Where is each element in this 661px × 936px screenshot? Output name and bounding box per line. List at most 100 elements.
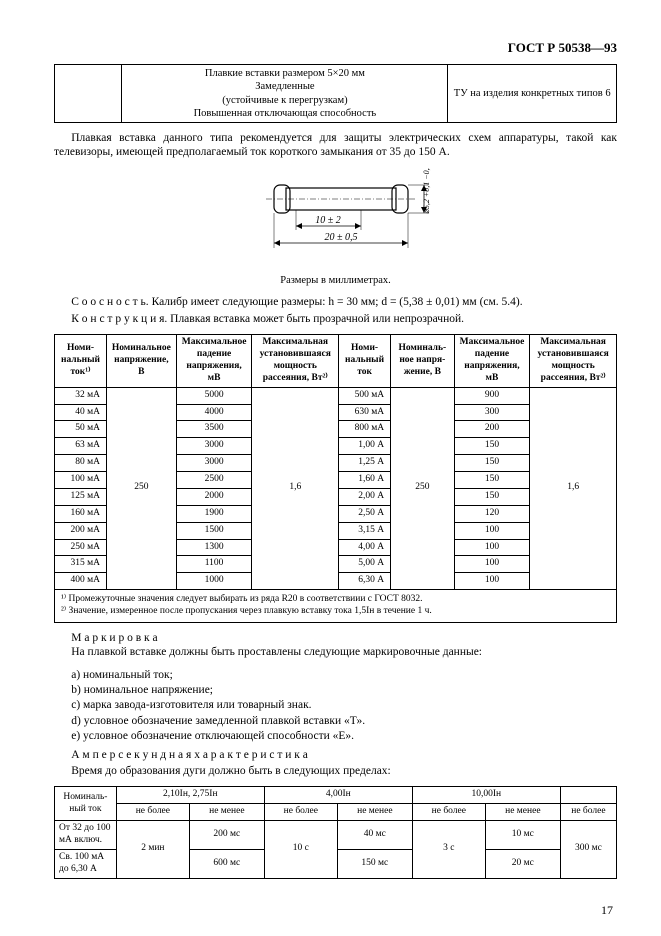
th: Максимальная установившаяся мощность рас…: [530, 335, 617, 388]
cell-current: 50 мА: [55, 421, 107, 438]
marking-list: a) номинальный ток; b) номинальное напря…: [71, 668, 617, 744]
th: Номинальное напряжение, В: [106, 335, 176, 388]
marking-item: c) марка завода-изготовителя или товарны…: [71, 698, 617, 712]
cell-current: 315 мА: [55, 556, 107, 573]
soosnost-line: С о о с н о с т ь. Калибр имеет следующи…: [54, 295, 617, 309]
cell-drop: 5000: [176, 387, 252, 404]
intro-paragraph: Плавкая вставка данного типа рекомендует…: [54, 131, 617, 160]
amp-text: Время до образования дуги должно быть в …: [54, 764, 617, 778]
cell-drop: 150: [454, 455, 530, 472]
dim-right-text: ⌀5,2 +0,1 −0,2: [422, 168, 431, 214]
cell-drop: 900: [454, 387, 530, 404]
cell-current: 6,30 А: [339, 573, 391, 590]
cell: 2 мин: [116, 821, 189, 879]
th-sub: не менее: [337, 804, 412, 821]
cell-current: 3,15 А: [339, 522, 391, 539]
th-sub: не более: [116, 804, 189, 821]
th: Номиналь- ное напря- жение, В: [391, 335, 455, 388]
th-mult: 2,10Iн, 2,75Iн: [116, 787, 264, 804]
marking-item: a) номинальный ток;: [71, 668, 617, 682]
cell-power: 1,6: [252, 387, 339, 590]
page-number: 17: [601, 903, 613, 918]
cell-current: 80 мА: [55, 455, 107, 472]
marking-label: М а р к и р о в к а: [54, 631, 617, 645]
konstr-label: К о н с т р у к ц и я.: [71, 313, 167, 325]
soosnost-text: Калибр имеет следующие размеры: h = 30 м…: [152, 296, 523, 308]
marking-intro: На плавкой вставке должны быть проставле…: [54, 645, 617, 659]
cell-current: 5,00 А: [339, 556, 391, 573]
cell-drop: 1100: [176, 556, 252, 573]
cell-drop: 1300: [176, 539, 252, 556]
th-nominal: Номиналь- ный ток: [55, 787, 117, 821]
th-sub: не более: [560, 804, 616, 821]
cell-drop: 1900: [176, 505, 252, 522]
cell-drop: 100: [454, 539, 530, 556]
cell-voltage: 250: [106, 387, 176, 590]
cell-drop: 3500: [176, 421, 252, 438]
header-line: (устойчивые к перегрузкам): [126, 94, 443, 107]
cell-drop: 150: [454, 488, 530, 505]
footnote-2: ²⁾ Значение, измеренное после пропускани…: [61, 606, 610, 618]
cell: 40 мс: [337, 821, 412, 850]
header-line: Повышенная отключающая способность: [126, 107, 443, 120]
cell-current: 40 мА: [55, 404, 107, 421]
th-sub: не менее: [485, 804, 560, 821]
cell-current: 2,50 А: [339, 505, 391, 522]
cell: 600 мс: [189, 849, 264, 878]
cell-current: 800 мА: [339, 421, 391, 438]
footnote-1: ¹⁾ Промежуточные значения следует выбира…: [61, 594, 610, 606]
row-label: От 32 до 100 мА включ.: [55, 821, 117, 850]
cell: 10 с: [264, 821, 337, 879]
cell-drop: 1500: [176, 522, 252, 539]
cell-drop: 150: [454, 472, 530, 489]
th: Номи- нальный ток¹⁾: [55, 335, 107, 388]
cell-current: 160 мА: [55, 505, 107, 522]
marking-item: d) условное обозначение замедленной плав…: [71, 714, 617, 728]
cell-drop: 150: [454, 438, 530, 455]
cell-power: 1,6: [530, 387, 617, 590]
th-mult: 10,00Iн: [412, 787, 560, 804]
cell-current: 1,00 А: [339, 438, 391, 455]
soosnost-label: С о о с н о с т ь.: [71, 296, 148, 308]
document-code: ГОСТ Р 50538—93: [54, 40, 617, 56]
th: Максимальное падение напряжения, мВ: [176, 335, 252, 388]
header-line: Плавкие вставки размером 5×20 мм: [126, 67, 443, 80]
cell-current: 250 мА: [55, 539, 107, 556]
electrical-data-table: Номи- нальный ток¹⁾ Номинальное напряжен…: [54, 334, 617, 623]
cell-drop: 2500: [176, 472, 252, 489]
header-spec-table: Плавкие вставки размером 5×20 мм Замедле…: [54, 64, 617, 123]
fuse-svg: 10 ± 2 20 ± 0,5 ⌀5,2 +0,1 −0,2: [226, 168, 446, 268]
cell-drop: 200: [454, 421, 530, 438]
th-sub: не менее: [189, 804, 264, 821]
konstr-text: Плавкая вставка может быть прозрачной ил…: [170, 313, 464, 325]
cell-drop: 3000: [176, 438, 252, 455]
cell-drop: 3000: [176, 455, 252, 472]
th-mult: 4,00Iн: [264, 787, 412, 804]
cell-drop: 2000: [176, 488, 252, 505]
header-line: Замедленные: [126, 80, 443, 93]
th-sub: не более: [412, 804, 485, 821]
cell: 150 мс: [337, 849, 412, 878]
cell: 300 мс: [560, 821, 616, 879]
dim-top-text: 10 ± 2: [315, 215, 341, 226]
cell-voltage: 250: [391, 387, 455, 590]
marking-item: b) номинальное напряжение;: [71, 683, 617, 697]
cell-current: 100 мА: [55, 472, 107, 489]
cell: 200 мс: [189, 821, 264, 850]
marking-item: e) условное обозначение отключающей спос…: [71, 729, 617, 743]
cell-current: 4,00 А: [339, 539, 391, 556]
cell-current: 500 мА: [339, 387, 391, 404]
cell: 10 мс: [485, 821, 560, 850]
th-sub: не более: [264, 804, 337, 821]
header-tu: ТУ на изделия конкретных типов 6: [448, 65, 617, 123]
cell-current: 125 мА: [55, 488, 107, 505]
cell-drop: 300: [454, 404, 530, 421]
cell-drop: 100: [454, 573, 530, 590]
th: Максимальное падение напряжения, мВ: [454, 335, 530, 388]
cell-current: 200 мА: [55, 522, 107, 539]
cell-drop: 100: [454, 556, 530, 573]
time-characteristic-table: Номиналь- ный ток 2,10Iн, 2,75Iн 4,00Iн …: [54, 786, 617, 878]
cell-current: 63 мА: [55, 438, 107, 455]
cell: 20 мс: [485, 849, 560, 878]
cell-current: 2,00 А: [339, 488, 391, 505]
